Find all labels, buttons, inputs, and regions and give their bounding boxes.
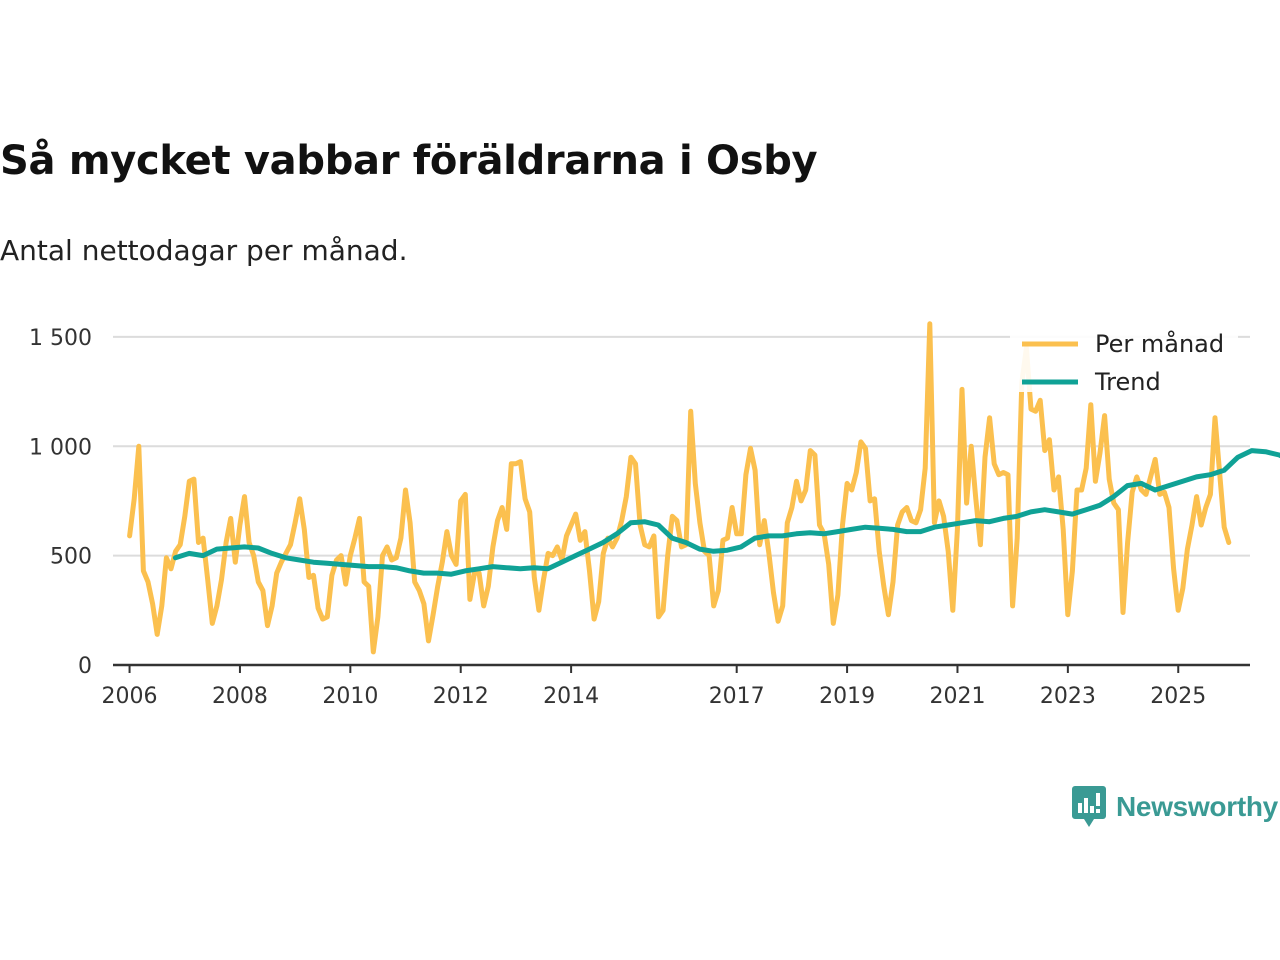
x-tick-label: 2023 [1040, 684, 1096, 709]
x-axis-ticks [128, 665, 1180, 673]
y-tick-label: 1 000 [29, 435, 92, 460]
y-axis-tick-labels: 0 500 1 000 1 500 [29, 326, 92, 679]
series-line-trend [172, 448, 1280, 577]
legend-label-trend: Trend [1094, 368, 1161, 396]
y-tick-label: 500 [50, 545, 92, 570]
series-line-per-manad [127, 321, 1232, 655]
x-tick-label: 2021 [929, 684, 985, 709]
legend: Per månad Trend [1010, 322, 1238, 396]
brand-name: Newsworthy [1116, 791, 1278, 822]
chart-title: Så mycket vabbar föräldrarna i Osby [0, 138, 818, 184]
y-tick-label: 1 500 [29, 326, 92, 351]
newsworthy-logo: Newsworthy [1072, 786, 1278, 828]
x-tick-label: 2008 [212, 684, 268, 709]
x-tick-label: 2025 [1150, 684, 1206, 709]
x-tick-label: 2017 [709, 684, 765, 709]
newsworthy-logo-icon [1072, 786, 1106, 827]
x-tick-label: 2006 [102, 684, 158, 709]
x-tick-label: 2010 [322, 684, 378, 709]
y-tick-label: 0 [78, 654, 92, 679]
x-axis-tick-labels: 2006 2008 2010 2012 2014 2017 2019 2021 2023 2025 [102, 684, 1207, 709]
x-tick-label: 2012 [433, 684, 489, 709]
x-tick-label: 2014 [543, 684, 599, 709]
legend-label-per-manad: Per månad [1095, 329, 1224, 358]
x-tick-label: 2019 [819, 684, 875, 709]
chart-subtitle: Antal nettodagar per månad. [0, 234, 408, 267]
